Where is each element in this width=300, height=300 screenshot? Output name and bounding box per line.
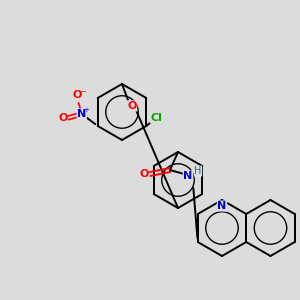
Text: −: −	[79, 88, 86, 97]
Text: N: N	[218, 201, 226, 211]
Text: N: N	[183, 171, 193, 181]
Text: O: O	[72, 90, 81, 100]
Text: +: +	[83, 107, 89, 113]
Text: Cl: Cl	[150, 113, 162, 123]
Text: N: N	[77, 109, 86, 119]
Text: H: H	[194, 166, 202, 176]
Text: O: O	[127, 101, 137, 111]
Text: O: O	[139, 169, 149, 179]
Text: O: O	[58, 113, 68, 123]
